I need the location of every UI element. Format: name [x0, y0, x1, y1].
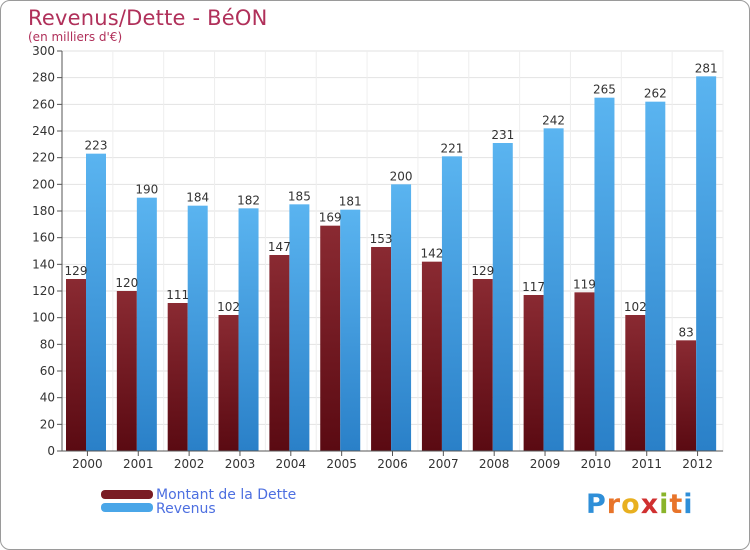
- logo-letter: i: [683, 489, 694, 520]
- data-label: 119: [573, 277, 596, 291]
- bar-dette: [167, 303, 188, 451]
- logo-letter: r: [606, 489, 622, 520]
- bar-dette: [66, 279, 86, 451]
- y-tick-label: 80: [40, 337, 55, 351]
- bar-dette: [523, 295, 544, 451]
- data-label: 153: [370, 232, 393, 246]
- chart-title: Revenus/Dette - BéON: [28, 6, 268, 30]
- data-label: 184: [186, 191, 209, 205]
- data-label: 242: [542, 113, 565, 127]
- bar-revenus: [136, 197, 157, 451]
- legend-swatch-dette: [101, 490, 153, 499]
- y-tick-label: 240: [32, 124, 55, 138]
- y-tick-label: 0: [47, 444, 55, 458]
- data-label: 142: [420, 247, 443, 261]
- bar-dette: [320, 225, 341, 451]
- data-label: 221: [440, 141, 463, 155]
- logo-letter: t: [669, 489, 684, 520]
- y-tick-label: 60: [40, 364, 55, 378]
- bar-revenus: [594, 97, 615, 452]
- y-tick-label: 200: [32, 177, 55, 191]
- legend-label-revenus: Revenus: [156, 501, 216, 517]
- y-tick-label: 20: [40, 417, 55, 431]
- x-tick-label: 2012: [682, 457, 713, 471]
- bar-revenus: [696, 76, 717, 451]
- data-label: 129: [471, 264, 494, 278]
- bar-revenus: [86, 153, 106, 451]
- legend-swatch-revenus: [101, 503, 153, 512]
- data-label: 281: [695, 61, 718, 75]
- x-tick-label: 2000: [72, 457, 103, 471]
- bar-dette: [269, 255, 290, 451]
- chart-subtitle: (en milliers d'€): [28, 30, 123, 44]
- bar-dette: [116, 291, 137, 451]
- x-tick-label: 2006: [377, 457, 408, 471]
- bar-dette: [625, 315, 646, 451]
- x-tick-label: 2010: [581, 457, 612, 471]
- data-label: 129: [65, 264, 88, 278]
- bar-revenus: [289, 204, 310, 451]
- data-label: 181: [339, 195, 362, 209]
- y-tick-label: 180: [32, 204, 55, 218]
- x-tick-label: 2005: [326, 457, 357, 471]
- y-tick-label: 40: [40, 391, 55, 405]
- bar-dette: [218, 315, 239, 451]
- data-label: 120: [115, 276, 138, 290]
- y-tick-label: 120: [32, 284, 55, 298]
- data-label: 147: [268, 240, 291, 254]
- y-tick-label: 220: [32, 151, 55, 165]
- legend-label-dette: Montant de la Dette: [156, 487, 297, 503]
- bar-dette: [472, 279, 493, 451]
- data-label: 231: [491, 128, 514, 142]
- bar-revenus: [543, 128, 564, 451]
- x-tick-label: 2004: [276, 457, 307, 471]
- logo-letter: x: [640, 489, 660, 520]
- data-label: 262: [644, 87, 667, 101]
- y-tick-label: 100: [32, 311, 55, 325]
- data-label: 185: [288, 189, 311, 203]
- logo-letter: o: [621, 489, 641, 520]
- data-label: 190: [135, 183, 158, 197]
- x-tick-label: 2009: [530, 457, 561, 471]
- y-tick-label: 140: [32, 257, 55, 271]
- data-label: 265: [593, 83, 616, 97]
- x-tick-label: 2007: [428, 457, 459, 471]
- x-tick-label: 2008: [479, 457, 510, 471]
- bar-revenus: [238, 208, 259, 451]
- x-tick-label: 2003: [225, 457, 256, 471]
- data-label: 182: [237, 193, 260, 207]
- data-label: 102: [624, 300, 647, 314]
- bar-dette: [421, 261, 442, 451]
- bar-revenus: [187, 205, 208, 451]
- y-tick-label: 160: [32, 231, 55, 245]
- bar-revenus: [645, 101, 666, 452]
- x-tick-label: 2002: [174, 457, 205, 471]
- data-label: 223: [85, 139, 108, 153]
- data-label: 83: [679, 325, 694, 339]
- x-tick-label: 2001: [123, 457, 154, 471]
- data-label: 117: [522, 280, 545, 294]
- bar-revenus: [492, 143, 513, 451]
- data-label: 169: [319, 211, 342, 225]
- data-label: 111: [166, 288, 189, 302]
- bar-dette: [371, 247, 392, 451]
- logo-letter: i: [659, 489, 670, 520]
- logo-letter: P: [586, 489, 607, 520]
- proxiti-logo: Proxiti: [586, 489, 694, 520]
- y-tick-label: 280: [32, 71, 55, 85]
- bar-dette: [574, 292, 595, 451]
- data-label: 102: [217, 300, 240, 314]
- y-tick-label: 260: [32, 97, 55, 111]
- bar-revenus: [391, 184, 412, 452]
- bar-revenus: [340, 209, 361, 451]
- data-label: 200: [390, 169, 413, 183]
- y-tick-label: 300: [32, 44, 55, 58]
- bar-dette: [676, 340, 697, 451]
- bar-revenus: [441, 156, 462, 452]
- x-tick-label: 2011: [631, 457, 662, 471]
